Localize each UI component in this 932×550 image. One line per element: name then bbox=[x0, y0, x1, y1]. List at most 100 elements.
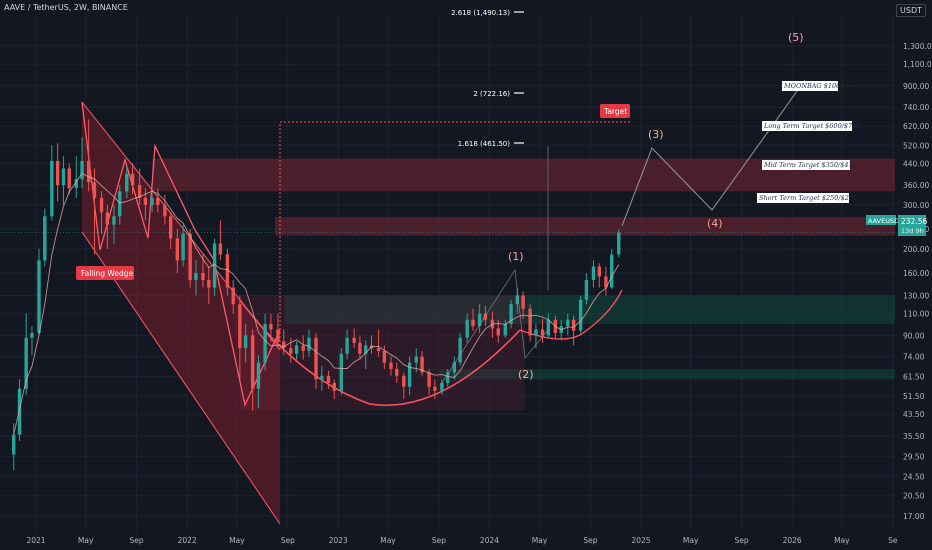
candle-body bbox=[352, 337, 356, 343]
wedge-label-box bbox=[76, 266, 134, 280]
x-tick-label: May bbox=[834, 536, 850, 545]
y-tick-label: 1,100.00 bbox=[903, 60, 932, 69]
x-tick-label: Sep bbox=[735, 536, 749, 545]
candle-body bbox=[376, 348, 381, 351]
price-tag-box bbox=[898, 215, 926, 236]
candle-body bbox=[24, 337, 28, 389]
candle-body bbox=[289, 348, 293, 354]
y-tick-label: 51.50 bbox=[903, 392, 925, 401]
wave-label: (3) bbox=[648, 128, 664, 141]
x-tick-label: Se bbox=[888, 536, 898, 545]
candle-body bbox=[320, 375, 324, 380]
candle-body bbox=[433, 386, 437, 391]
candle-body bbox=[80, 160, 84, 180]
y-tick-label: 200.00 bbox=[903, 245, 929, 254]
wave-projection-line bbox=[621, 79, 806, 227]
candle-body bbox=[458, 337, 462, 363]
candle-body bbox=[218, 243, 223, 255]
candle-body bbox=[446, 372, 450, 384]
candle-body bbox=[43, 216, 47, 261]
candle-body bbox=[332, 383, 336, 391]
target-text: Mid Term Target $350/$410 bbox=[763, 161, 857, 169]
candle-body bbox=[17, 388, 22, 435]
zone-resistance-lower bbox=[275, 217, 895, 236]
falling-wedge-pattern: Falling Wedge bbox=[76, 101, 281, 525]
candle-body bbox=[188, 233, 192, 281]
candle-body bbox=[521, 295, 525, 309]
y-tick-label: 17.00 bbox=[903, 512, 925, 521]
candle-body bbox=[282, 341, 286, 349]
candle-body bbox=[483, 313, 488, 320]
symbol-header: AAVE / TetherUS, 2W, BINANCE bbox=[4, 3, 128, 12]
candle-body bbox=[465, 319, 469, 338]
candle-body bbox=[294, 345, 299, 354]
candle-body bbox=[452, 362, 457, 373]
fib-label: 1.618 (461.50) bbox=[458, 140, 510, 148]
target-box bbox=[757, 193, 849, 203]
candle-body bbox=[175, 238, 180, 261]
candlestick-series bbox=[12, 119, 621, 470]
wave-label: (1) bbox=[508, 250, 524, 263]
price-axis[interactable]: 1,300.00 1,100.00 900.00 740.00 620.00 520.00… bbox=[903, 42, 932, 521]
wedge-label: Falling Wedge bbox=[81, 269, 133, 278]
wave-label: (2) bbox=[518, 368, 534, 381]
candle-body bbox=[414, 356, 418, 363]
fib-label: 2.618 (1,490.13) bbox=[451, 9, 510, 17]
candle-body bbox=[427, 372, 431, 387]
candle-body bbox=[118, 191, 122, 217]
moving-average bbox=[13, 172, 620, 435]
y-tick-label: 90.00 bbox=[903, 331, 925, 340]
y-tick-label: 620.00 bbox=[903, 122, 929, 131]
target-text: Long Term Target $600/$750 bbox=[763, 122, 860, 130]
symbol-tag-box bbox=[866, 215, 896, 225]
wedge-lower-line bbox=[81, 231, 281, 525]
candle-body bbox=[326, 375, 331, 384]
candle-body bbox=[597, 266, 601, 277]
y-tick-label: 110.00 bbox=[903, 310, 929, 319]
currency-unit-badge[interactable]: USDT bbox=[896, 4, 926, 17]
candle-body bbox=[471, 319, 475, 327]
candle-body bbox=[389, 362, 393, 369]
target-text: Short Term Target $250/$275 bbox=[759, 194, 857, 202]
wave-label: (4) bbox=[707, 217, 723, 230]
x-tick-label: Sep bbox=[432, 536, 446, 545]
candle-body bbox=[243, 335, 248, 349]
candle-body bbox=[181, 233, 185, 261]
y-tick-label: 900.00 bbox=[903, 82, 929, 91]
time-axis[interactable]: 2021 May Sep 2022 May Sep 2023 May Sep 2024 May Sep… bbox=[26, 536, 897, 545]
candle-body bbox=[534, 329, 538, 336]
target-box bbox=[762, 160, 850, 170]
candle-body bbox=[263, 323, 267, 363]
zone-support-upper bbox=[285, 295, 895, 324]
ma-line bbox=[13, 172, 620, 435]
candle-body bbox=[86, 160, 91, 183]
wedge-fill bbox=[82, 102, 280, 524]
x-tick-label: 2026 bbox=[783, 536, 802, 545]
candle-body bbox=[402, 375, 406, 387]
candle-body bbox=[591, 266, 596, 281]
x-tick-label: Sep bbox=[130, 536, 144, 545]
x-tick-label: 2021 bbox=[26, 536, 45, 545]
candle-body bbox=[540, 329, 545, 336]
last-price-value: 232.56 bbox=[901, 217, 927, 226]
y-tick-label: 300.00 bbox=[903, 201, 929, 210]
target-box bbox=[762, 121, 852, 131]
candle-body bbox=[503, 323, 507, 336]
candle-body bbox=[150, 197, 154, 205]
candle-body bbox=[364, 345, 368, 354]
candle-body bbox=[571, 319, 576, 331]
candle-body bbox=[207, 280, 211, 288]
target-text: MOONBAG $1000+ bbox=[783, 82, 850, 90]
y-tick-label: 740.00 bbox=[903, 103, 929, 112]
candle-body bbox=[407, 362, 412, 387]
candle-body bbox=[477, 313, 482, 327]
candle-body bbox=[314, 337, 318, 380]
candle-body bbox=[137, 185, 142, 198]
candle-body bbox=[307, 337, 311, 351]
candle-body bbox=[528, 308, 532, 336]
target-label-box bbox=[600, 104, 630, 118]
candle-body bbox=[382, 350, 387, 363]
symbol-tag: AAVEUSDT bbox=[868, 217, 903, 225]
